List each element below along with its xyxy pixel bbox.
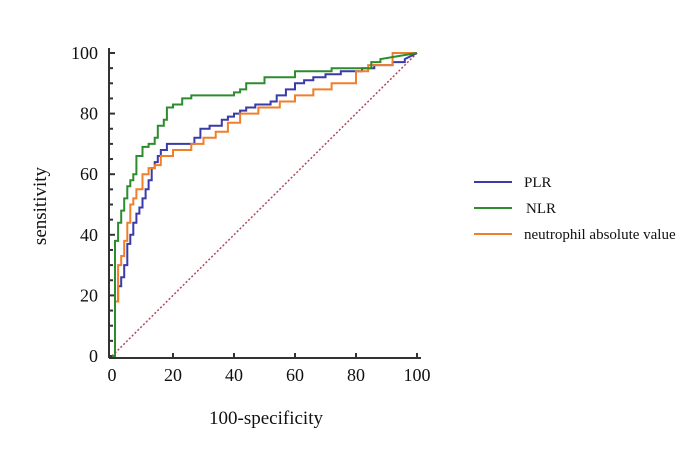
x-tick-label: 40 — [225, 365, 243, 385]
y-tick-label: 100 — [71, 43, 98, 63]
legend-label: neutrophil absolute value — [524, 227, 676, 243]
x-axis-title: 100-specificity — [209, 408, 323, 429]
x-tick-label: 0 — [108, 365, 117, 385]
y-axis-title: sensitivity — [30, 166, 51, 245]
series-line-nlr — [112, 52, 418, 357]
legend-label: NLR — [526, 201, 556, 217]
legend: PLR NLR neutrophil absolute value — [474, 175, 676, 243]
series-line-plr — [112, 52, 418, 357]
x-tick-label: 20 — [164, 365, 182, 385]
series-line-reference — [111, 52, 418, 357]
y-tick-label: 40 — [80, 225, 98, 245]
x-tick-label: 100 — [404, 365, 431, 385]
y-tick-label: 20 — [80, 285, 98, 305]
x-tick-label: 60 — [286, 365, 304, 385]
series-lines — [111, 52, 418, 357]
y-ticks: 0 20 40 60 80 100 — [71, 43, 115, 366]
y-tick-label: 0 — [89, 346, 98, 366]
series-line-neutrophil-absolute-value — [112, 52, 417, 357]
y-tick-label: 80 — [80, 104, 98, 124]
legend-label: PLR — [524, 175, 552, 191]
x-ticks: 0 20 40 60 80 100 — [108, 353, 431, 385]
y-tick-label: 60 — [80, 164, 98, 184]
axes — [108, 48, 421, 359]
x-tick-label: 80 — [347, 365, 365, 385]
